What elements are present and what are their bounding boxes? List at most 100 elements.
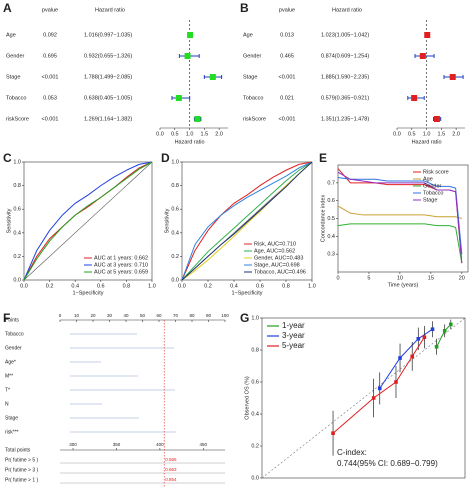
- probability-value: 0.565: [165, 457, 177, 462]
- x-tick-label: 0.0: [178, 283, 186, 289]
- total-tick-label: 300: [69, 442, 77, 447]
- legend-label: Risk, AUC=0.710: [254, 241, 296, 247]
- hazard-ratio-marker: [433, 116, 440, 122]
- series-line: [332, 336, 425, 434]
- plot-frame: [23, 161, 153, 281]
- panel-label: B: [240, 1, 249, 15]
- y-tick-label: 0.6: [327, 198, 335, 204]
- y-tick-label: 0.3: [327, 252, 335, 258]
- series-line: [181, 161, 313, 281]
- y-tick-label: 0.4: [13, 230, 21, 236]
- hazard-ratio-marker: [175, 95, 182, 101]
- legend-label: 3-year: [282, 331, 305, 340]
- hazard-ratio-text: 1.016(0.997−1.035): [84, 32, 132, 38]
- series-line: [23, 161, 153, 281]
- y-tick-label: 0.4: [327, 234, 335, 240]
- p-value: <0.001: [279, 74, 296, 80]
- x-tick-label: 0.2: [204, 283, 212, 289]
- probability-value: 0.663: [165, 467, 177, 472]
- calibration-point: [398, 356, 402, 360]
- series-line: [23, 161, 153, 281]
- legend-label: Stage, AUC=0.698: [254, 262, 300, 268]
- column-header: Hazard ratio: [332, 7, 362, 13]
- calibration-point: [331, 431, 335, 435]
- x-tick-label: 0.8: [123, 283, 131, 289]
- calibration-point: [416, 337, 421, 341]
- panel-label: C: [3, 151, 12, 165]
- hazard-ratio-marker: [184, 53, 191, 59]
- y-tick-label: 0.8: [13, 183, 21, 189]
- y-tick-label: 1.0: [251, 315, 259, 321]
- series-line: [337, 171, 463, 264]
- row-label: Age*: [5, 359, 16, 365]
- p-value: <0.001: [279, 116, 296, 122]
- hazard-ratio-text: 1.269(1.164−1.382): [84, 116, 132, 122]
- x-tick-label: 0.6: [256, 283, 264, 289]
- y-tick-label: 0.7: [327, 180, 335, 186]
- x-tick-label: 0.4: [71, 283, 79, 289]
- legend-label: 1-year: [282, 321, 305, 330]
- plot-frame: [181, 161, 313, 281]
- p-value: 0.092: [43, 32, 57, 38]
- points-tick-label: 40: [123, 313, 129, 318]
- row-label: riskScore: [6, 116, 29, 122]
- x-tick-label: 0.0: [156, 131, 164, 137]
- y-tick-label: 0.8: [251, 347, 259, 353]
- y-tick-label: 1.0: [13, 159, 21, 165]
- row-label: N: [5, 401, 9, 407]
- points-tick-label: 70: [173, 313, 179, 318]
- column-header: pvalue: [42, 7, 58, 13]
- legend-label: AUC at 3 years: 0.710: [94, 262, 148, 268]
- x-tick-label: 2.0: [215, 131, 223, 137]
- hazard-ratio-text: 1.788(1.499−2.085): [84, 74, 132, 80]
- series-line: [337, 223, 463, 264]
- x-tick-label: 0.5: [171, 131, 179, 137]
- y-tick-label: 0.0: [171, 277, 179, 283]
- row-label: Stage: [6, 74, 20, 80]
- series-line: [379, 328, 433, 389]
- hazard-ratio-marker: [187, 32, 194, 38]
- points-tick-label: 80: [189, 313, 195, 318]
- panel-label: E: [319, 151, 327, 165]
- x-tick-label: 0.8: [282, 283, 290, 289]
- points-tick-label: 10: [74, 313, 80, 318]
- points-tick-label: 30: [107, 313, 113, 318]
- calibration-point: [371, 396, 376, 400]
- hazard-ratio-marker: [411, 95, 418, 101]
- x-axis-label: Hazard ratio: [175, 139, 205, 145]
- y-axis-label: Sensitivity: [6, 208, 12, 233]
- x-tick-label: 20: [459, 275, 465, 281]
- legend-label: AUC at 5 years: 0.659: [94, 269, 148, 275]
- x-tick-label: 0.6: [97, 283, 105, 289]
- annotation: 0.744(95% CI: 0.689−0.799): [337, 459, 438, 468]
- row-label: Stage: [5, 415, 18, 421]
- legend-label: Tobacco, AUC=0.496: [254, 269, 306, 275]
- total-tick-label: 350: [113, 442, 121, 447]
- row-label: T*: [5, 387, 10, 393]
- legend-label: Risk score: [423, 169, 449, 175]
- row-label: Pr( futime > 5 ): [5, 457, 39, 463]
- panel-label: F: [3, 311, 10, 325]
- calibration-point: [448, 322, 453, 327]
- y-axis-label: Sensitivity: [164, 208, 170, 233]
- legend-label: 5-year: [282, 341, 305, 350]
- total-tick-label: 450: [200, 442, 208, 447]
- y-tick-label: 0.2: [251, 443, 259, 449]
- hazard-ratio-marker: [194, 116, 201, 122]
- x-tick-label: 2.0: [452, 131, 460, 137]
- y-tick-label: 0.8: [171, 183, 179, 189]
- legend-label: Stage: [423, 197, 437, 203]
- x-axis-label: Time (years): [388, 282, 419, 288]
- column-header: Hazard ratio: [95, 7, 125, 13]
- legend-label: Gender, AUC=0.483: [254, 255, 303, 261]
- x-tick-label: 0.4: [230, 283, 238, 289]
- x-tick-label: 10: [397, 275, 403, 281]
- row-label: Tobacco: [6, 95, 27, 101]
- diagonal: [23, 161, 153, 281]
- hazard-ratio-marker: [424, 32, 431, 38]
- x-tick-label: 0.5: [408, 131, 416, 137]
- calibration-point: [422, 335, 427, 339]
- column-header: pvalue: [279, 7, 295, 13]
- hazard-ratio-marker: [419, 53, 426, 59]
- hazard-ratio-marker: [209, 74, 216, 80]
